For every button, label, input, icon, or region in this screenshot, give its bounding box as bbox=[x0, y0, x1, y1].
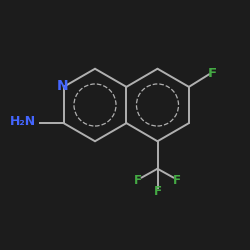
Text: H₂N: H₂N bbox=[10, 116, 36, 128]
Text: F: F bbox=[134, 174, 142, 186]
Text: F: F bbox=[154, 185, 162, 198]
Text: F: F bbox=[208, 67, 217, 80]
Text: N: N bbox=[56, 79, 68, 93]
Text: F: F bbox=[173, 174, 181, 186]
